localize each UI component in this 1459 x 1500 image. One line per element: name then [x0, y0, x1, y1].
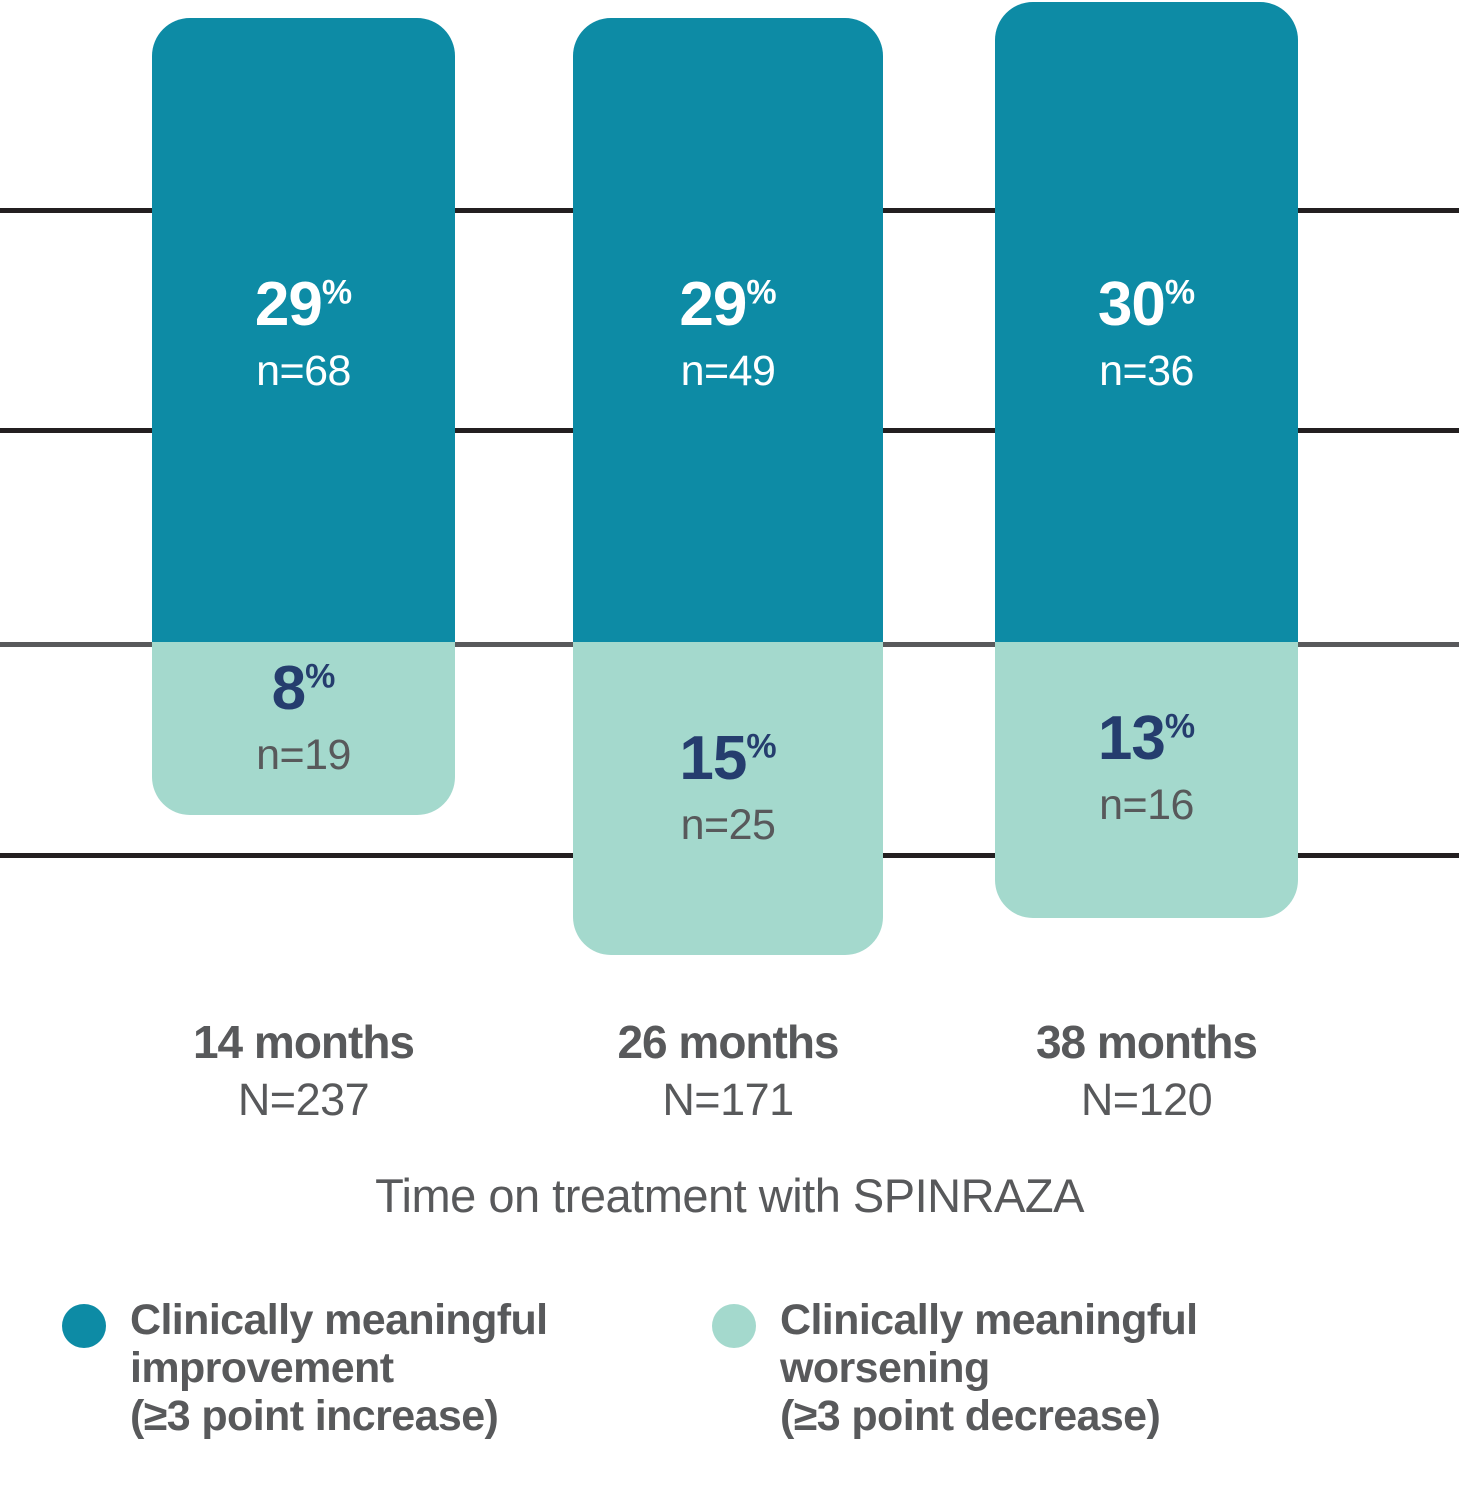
bar-group-26-months: 29% n=49 15% n=25 [573, 0, 883, 990]
bar-value-improvement-38-months: 30% [1097, 270, 1196, 339]
bar-n-worsening-26-months: n=25 [680, 801, 776, 849]
legend-swatch-worsening-icon [712, 1304, 756, 1348]
bar-n-improvement-14-months: n=68 [256, 347, 351, 395]
bar-value-improvement-26-months: 29% [679, 270, 777, 339]
percent-sign: % [305, 657, 336, 696]
bar-improvement-26-months[interactable]: 29% n=49 [573, 18, 883, 647]
bar-value-improvement-14-months: 29% [254, 270, 353, 339]
category-sub-26-months: N=171 [662, 1074, 794, 1126]
category-sub-14-months: N=237 [237, 1074, 370, 1126]
percent-sign: % [746, 273, 777, 312]
category-label-38-months: 38 months N=120 [995, 1018, 1298, 1124]
percent-sign: % [1164, 273, 1196, 312]
percent-sign: % [321, 273, 353, 312]
legend-item-improvement[interactable]: Clinically meaningful improvement (≥3 po… [62, 1296, 682, 1440]
bar-worsening-26-months[interactable]: 15% n=25 [573, 642, 883, 955]
legend-label-worsening: Clinically meaningful worsening (≥3 poin… [780, 1296, 1198, 1441]
bar-improvement-14-months[interactable]: 29% n=68 [152, 18, 455, 647]
category-title-38-months: 38 months [1035, 1016, 1258, 1068]
bar-label-worsening-38-months: 13% n=16 [995, 708, 1298, 827]
bar-n-worsening-38-months: n=16 [1099, 781, 1194, 829]
chart-legend: Clinically meaningful improvement (≥3 po… [0, 1296, 1459, 1496]
bar-label-worsening-26-months: 15% n=25 [573, 728, 883, 847]
percent-sign: % [746, 727, 777, 766]
category-sub-38-months: N=120 [1080, 1074, 1213, 1126]
bar-label-worsening-14-months: 8% n=19 [152, 658, 455, 777]
percent-sign: % [1164, 707, 1196, 746]
legend-label-improvement: Clinically meaningful improvement (≥3 po… [130, 1296, 548, 1441]
category-title-26-months: 26 months [617, 1016, 839, 1068]
bar-worsening-14-months[interactable]: 8% n=19 [152, 642, 455, 815]
legend-item-worsening[interactable]: Clinically meaningful worsening (≥3 poin… [712, 1296, 1352, 1440]
bar-group-14-months: 29% n=68 8% n=19 [152, 0, 455, 990]
bar-worsening-38-months[interactable]: 13% n=16 [995, 642, 1298, 918]
bar-label-improvement-38-months: 30% n=36 [995, 274, 1298, 393]
chart-plot-area: 29% n=68 8% n=19 29% n=49 15% n=25 [0, 0, 1459, 990]
bar-value-worsening-38-months: 13% [1097, 704, 1196, 773]
bar-n-improvement-26-months: n=49 [680, 347, 776, 395]
bar-n-improvement-38-months: n=36 [1099, 347, 1194, 395]
bar-label-improvement-14-months: 29% n=68 [152, 274, 455, 393]
category-title-14-months: 14 months [192, 1016, 415, 1068]
bar-n-worsening-14-months: n=19 [256, 731, 351, 779]
bar-label-improvement-26-months: 29% n=49 [573, 274, 883, 393]
category-label-14-months: 14 months N=237 [152, 1018, 455, 1124]
bar-value-worsening-26-months: 15% [679, 724, 777, 793]
bar-value-worsening-14-months: 8% [271, 654, 336, 723]
category-label-26-months: 26 months N=171 [573, 1018, 883, 1124]
bar-improvement-38-months[interactable]: 30% n=36 [995, 2, 1298, 647]
legend-swatch-improvement-icon [62, 1304, 106, 1348]
x-axis-title: Time on treatment with SPINRAZA [375, 1169, 1084, 1222]
bar-group-38-months: 30% n=36 13% n=16 [995, 0, 1298, 990]
